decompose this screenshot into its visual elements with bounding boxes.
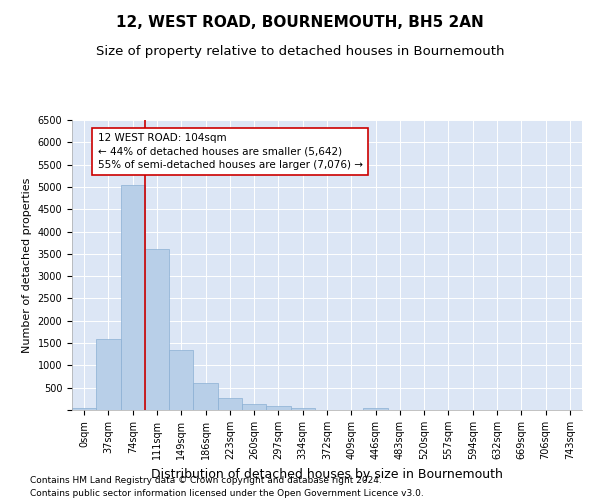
Bar [121,184,145,410]
X-axis label: Distribution of detached houses by size in Bournemouth: Distribution of detached houses by size … [151,468,503,480]
Bar [218,398,242,410]
Text: 12, WEST ROAD, BOURNEMOUTH, BH5 2AN: 12, WEST ROAD, BOURNEMOUTH, BH5 2AN [116,15,484,30]
Text: Contains public sector information licensed under the Open Government Licence v3: Contains public sector information licen… [30,488,424,498]
Bar [364,408,388,410]
Bar [290,408,315,410]
Bar [266,406,290,410]
Y-axis label: Number of detached properties: Number of detached properties [22,178,32,352]
Bar [169,350,193,410]
Text: Size of property relative to detached houses in Bournemouth: Size of property relative to detached ho… [96,45,504,58]
Text: 12 WEST ROAD: 104sqm
← 44% of detached houses are smaller (5,642)
55% of semi-de: 12 WEST ROAD: 104sqm ← 44% of detached h… [97,134,362,170]
Text: Contains HM Land Registry data © Crown copyright and database right 2024.: Contains HM Land Registry data © Crown c… [30,476,382,485]
Bar [242,404,266,410]
Bar [145,250,169,410]
Bar [193,383,218,410]
Bar [72,408,96,410]
Bar [96,338,121,410]
